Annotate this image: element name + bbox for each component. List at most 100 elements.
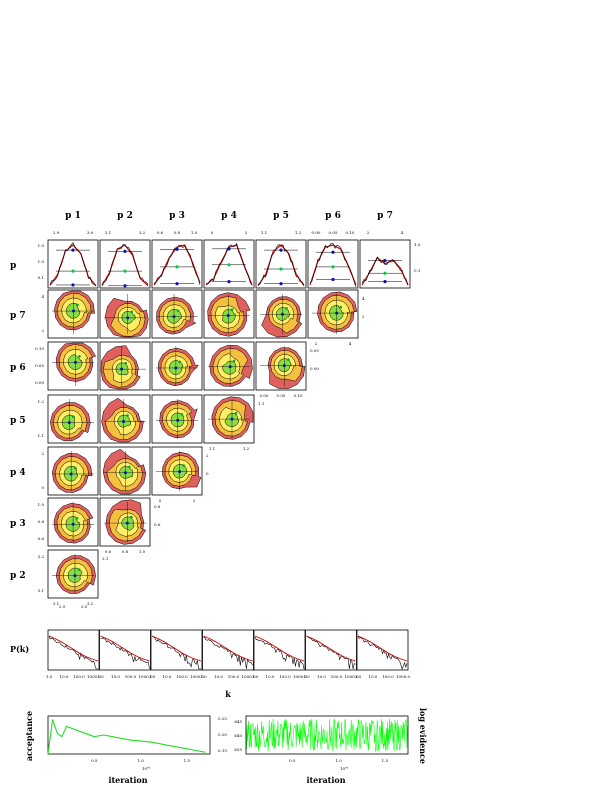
contour-panel	[47, 446, 99, 496]
panel-frame	[203, 239, 255, 289]
contour-panel	[99, 446, 151, 496]
panel-frame	[307, 289, 359, 339]
pk-tick: 1.0	[303, 674, 310, 679]
marginal-point	[279, 248, 283, 252]
top-tick-label: 0.8	[174, 230, 181, 235]
pk-tick: 1000.0	[396, 674, 410, 679]
pk-tick: 10.0	[60, 674, 69, 679]
row-left-tick: 0.6	[38, 536, 45, 541]
diagonal-right-tick: 0.00	[310, 366, 319, 371]
row-left-tick: 0.00	[35, 380, 44, 385]
marginal-point	[331, 277, 335, 282]
contour-panel	[99, 341, 151, 391]
pk-panel: 1.0 10.0 100.0 1000.0	[149, 629, 204, 679]
marginal-point	[71, 283, 75, 287]
pk-tick: 1.0	[200, 674, 207, 679]
panel-frame	[203, 289, 255, 339]
top-tick-label: 1.2	[295, 230, 302, 235]
contour-panel	[99, 289, 151, 339]
diagonal-tick: 3.1	[53, 601, 59, 606]
pk-tick: 100.0	[73, 674, 85, 679]
pk-model-line	[48, 635, 99, 662]
panel-frame	[47, 497, 99, 547]
log-evidence-chart: 0.5 1.0 1.5 645 640 635 10⁴⁰ iteration log evide…	[234, 708, 428, 785]
top-tick-label: 3.2	[139, 230, 146, 235]
row-left-tick: 3.1	[38, 588, 44, 593]
column-title: p 4	[221, 211, 237, 221]
mean-point	[73, 466, 77, 470]
mean-point	[180, 412, 184, 416]
marginal-fit-line	[257, 244, 305, 287]
pk-tick: 1000.0	[87, 674, 101, 679]
marginal-histogram-line	[205, 242, 253, 286]
row-left-tick: 0.10	[35, 346, 44, 351]
contour-panel	[47, 497, 99, 547]
marginal-histogram-line	[258, 244, 305, 285]
row-left-tick: 0.05	[35, 363, 44, 368]
acceptance-xlabel: iteration	[108, 775, 147, 785]
diagonal-tick: 1.1	[209, 446, 215, 451]
evidence-xtick: 1.0	[335, 758, 342, 763]
marginal-point	[383, 280, 387, 284]
row-title: p 6	[10, 363, 26, 373]
pk-tick: 10.0	[214, 674, 223, 679]
pk-tick: 100.0	[228, 674, 240, 679]
top-tick-label: 3.1	[105, 230, 111, 235]
top-tick-label: 0.6	[157, 230, 164, 235]
top-tick-label: 0.00	[312, 230, 321, 235]
evidence-multiplier: 10⁴⁰	[340, 766, 349, 771]
pk-model-line	[357, 635, 408, 662]
marginal-point	[383, 259, 387, 263]
diagonal-tick: 0.00	[260, 393, 269, 398]
top-tick-label: 1.1	[261, 230, 267, 235]
contour-panel	[47, 394, 99, 444]
panel-frame	[307, 239, 359, 289]
marginal-histogram-line	[49, 242, 97, 287]
panel-frame	[47, 289, 99, 339]
contour-panel	[203, 394, 255, 444]
best-fit-point	[335, 311, 339, 315]
diagonal-right-tick: 0.6	[154, 522, 161, 527]
pk-panel: 1.0 10.0 100.0 1000.0	[303, 629, 359, 679]
top-tick-label: 0	[211, 230, 214, 235]
pk-tick: 100.0	[382, 674, 394, 679]
best-fit-point	[174, 366, 178, 370]
panel-frame	[150, 629, 203, 671]
panel-frame	[151, 239, 203, 289]
row-left-tick: 1.1	[38, 433, 44, 438]
pk-tick: 1.0	[46, 674, 53, 679]
best-fit-point	[67, 421, 71, 425]
bottom-tick: 3.0	[81, 604, 88, 609]
marginal-point	[123, 284, 127, 288]
evidence-xlabel: iteration	[306, 775, 345, 785]
pk-tick: 100.0	[125, 674, 137, 679]
marginal-point	[71, 248, 75, 252]
diagonal-right-tick: 2	[362, 314, 365, 319]
marginal-point	[175, 282, 179, 286]
panel-frame	[203, 394, 255, 444]
marginal-right-tick: 0.1	[414, 268, 420, 273]
mean-point	[77, 568, 81, 571]
panel-frame	[47, 549, 99, 599]
contour-panel	[47, 341, 99, 391]
panel-frame	[356, 629, 409, 671]
best-fit-point	[126, 316, 130, 320]
pk-tick: 100.0	[279, 674, 291, 679]
mean-point	[230, 308, 234, 311]
marginal-point	[279, 267, 283, 271]
panel-frame	[99, 629, 151, 671]
column-title: p 7	[377, 211, 393, 221]
contour-panel	[151, 446, 203, 496]
acceptance-right-tick: 0.25	[218, 716, 227, 721]
column-title: p 2	[117, 211, 133, 221]
acceptance-ylabel: acceptance	[24, 711, 34, 761]
panel-frame	[359, 239, 411, 289]
pk-spectrum-line	[357, 636, 408, 670]
contour-panel	[151, 394, 203, 444]
row-title: p 2	[10, 571, 26, 581]
row-left-tick: 0	[41, 485, 44, 490]
acceptance-right-tick: 0.15	[218, 748, 227, 753]
marginal-panel	[307, 239, 359, 289]
best-fit-point	[226, 313, 230, 317]
evidence-xtick: 1.5	[382, 758, 389, 763]
